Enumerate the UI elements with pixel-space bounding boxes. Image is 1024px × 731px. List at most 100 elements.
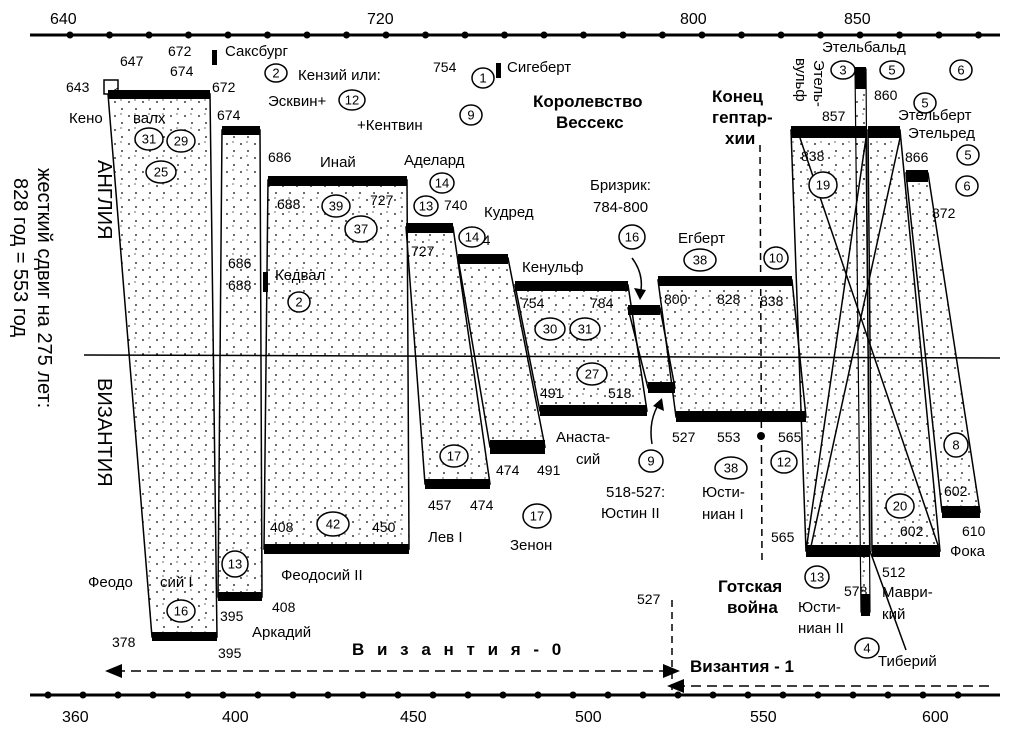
badge-circle	[221, 550, 249, 578]
axis-dot	[499, 691, 507, 699]
axis-dot	[580, 31, 587, 39]
axis-dot	[114, 691, 122, 699]
badge-circle	[459, 104, 483, 126]
axis-dot	[604, 691, 612, 699]
year-686-b: 686	[228, 255, 252, 271]
year-491-a: 491	[540, 385, 564, 401]
ruler-etelbert: Этельберт	[898, 107, 972, 124]
ruler-lev1: Лев I	[428, 529, 463, 546]
bar-feodosy2-bottom	[264, 544, 409, 554]
top-axis: 640 720 800 850	[30, 11, 1000, 39]
marker-dot-838	[756, 276, 764, 284]
axis-dot	[817, 31, 824, 39]
axis-dot	[303, 31, 311, 39]
ruler-etelvulf-2: вульф	[792, 58, 809, 102]
axis-dot	[184, 691, 192, 699]
axis-dot	[856, 31, 864, 39]
year-872: 872	[932, 205, 956, 221]
axis-dot	[394, 691, 402, 699]
axis-dot	[884, 691, 892, 699]
axis-dot	[814, 691, 822, 699]
ruler-etelbald: Этельбальд	[822, 39, 906, 56]
ruler-justinian1-a: Юсти-	[702, 484, 745, 501]
year-457: 457	[428, 497, 452, 513]
axis-dot	[501, 31, 508, 39]
top-tick-640: 640	[50, 11, 77, 28]
badge-circle	[638, 449, 664, 473]
year-610: 610	[962, 523, 986, 539]
bottom-tick-600: 600	[922, 709, 949, 726]
ruler-sigebert: Сигеберт	[507, 59, 571, 76]
axis-dot	[777, 31, 785, 39]
badge-circle	[770, 450, 798, 474]
badge-number: 2	[272, 66, 279, 81]
axis-dot	[698, 31, 706, 39]
year-553: 553	[717, 429, 741, 445]
ruler-mavriky-1: Маври-	[882, 584, 933, 601]
axis-dot	[935, 31, 943, 39]
year-602-b: 602	[944, 483, 968, 499]
badge-number: 5	[921, 96, 928, 111]
badge-circle	[943, 432, 969, 458]
badge-circle	[413, 195, 439, 217]
side-label-england: АНГЛИЯ	[93, 160, 115, 239]
ruler-anastasy-1: Анаста-	[556, 429, 610, 446]
badge-circle	[338, 89, 366, 111]
axis-dot	[744, 691, 752, 699]
badge-circle	[166, 129, 196, 153]
year-727-b: 727	[411, 243, 435, 259]
year-512: 512	[882, 564, 906, 580]
arrow-brizrik-head	[634, 288, 646, 300]
year-828: 828	[717, 291, 741, 307]
circled-number-badge: 13	[804, 565, 830, 589]
badge-circle	[166, 599, 196, 623]
ruler-egbert: Егберт	[678, 230, 725, 247]
circled-number-badge: 17	[439, 444, 469, 468]
badge-circle	[522, 503, 552, 529]
badge-circle	[439, 444, 469, 468]
badge-number: 38	[693, 253, 707, 268]
ruler-zenon: Зенон	[510, 537, 552, 554]
bar-justinian1-bottom	[676, 411, 806, 422]
badge-number: 16	[174, 604, 188, 619]
axis-dot	[219, 691, 227, 699]
badge-circle	[949, 59, 973, 81]
top-tick-800: 800	[680, 11, 707, 28]
circled-number-badge: 9	[459, 104, 483, 126]
year-602-a: 602	[900, 523, 924, 539]
year-395-b: 395	[218, 645, 242, 661]
axis-dot	[849, 691, 857, 699]
bar-etelvulf-top	[791, 126, 866, 138]
year-727-a: 727	[370, 192, 394, 208]
separator-byzantium-0: В и з а н т и я - 0	[352, 640, 565, 659]
bar-kenovalh-bottom	[152, 632, 217, 641]
bottom-tick-550: 550	[750, 709, 777, 726]
axis-dot	[429, 691, 437, 699]
circled-number-badge: 13	[221, 550, 249, 578]
circled-number-badge: 2	[287, 291, 311, 313]
axis-dot	[145, 31, 153, 39]
year-740: 740	[444, 197, 468, 213]
year-408-a: 408	[270, 519, 294, 535]
circled-number-badge: 31	[134, 127, 164, 151]
year-688-a: 688	[277, 196, 301, 212]
axis-dot	[464, 691, 472, 699]
bottom-axis: 360 400 450 500 550 600	[30, 691, 1000, 726]
badge-number: 16	[625, 230, 639, 245]
title-heptarchy-1: Конец	[712, 87, 763, 106]
top-tick-850: 850	[844, 11, 871, 28]
badge-circle	[913, 92, 937, 114]
title-gothic-1: Готская	[718, 577, 782, 596]
badge-number: 13	[810, 570, 824, 585]
ruler-justin2-b: Юстин II	[601, 505, 660, 522]
axis-dot	[639, 691, 647, 699]
year-643: 643	[66, 79, 90, 95]
axis-dot	[149, 691, 157, 699]
year-565-b: 565	[771, 529, 795, 545]
arrow-justin-head	[653, 398, 664, 411]
badge-number: 12	[777, 455, 791, 470]
badge-number: 4	[863, 641, 870, 656]
axis-dot	[382, 31, 390, 39]
badge-number: 1	[479, 71, 486, 86]
